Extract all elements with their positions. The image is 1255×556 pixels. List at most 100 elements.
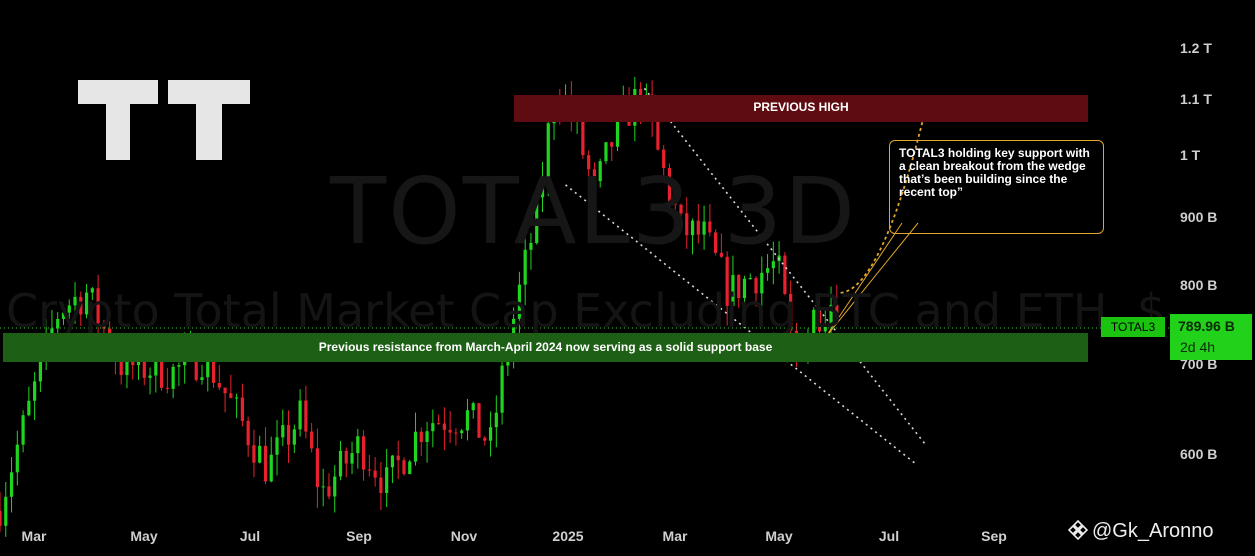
support-label: Previous resistance from March-April 202… (318, 340, 773, 354)
time-tick-label: Mar (21, 528, 47, 544)
bar-countdown: 2d 4h (1180, 339, 1216, 355)
price-tick-label: 800 B (1180, 277, 1218, 294)
candle (771, 241, 775, 285)
candle (488, 411, 493, 457)
candle (413, 412, 418, 466)
candle (61, 309, 66, 326)
candle (737, 274, 741, 308)
candle (742, 275, 747, 305)
candle (4, 482, 8, 537)
candle (702, 205, 706, 250)
candles-layer (0, 76, 839, 537)
price-tick-label: 600 B (1180, 446, 1218, 462)
candle (667, 163, 672, 215)
candle (708, 204, 712, 237)
price-tick-label: 1 T (1180, 146, 1201, 163)
price-tick-label: 1.1 T (1180, 90, 1212, 107)
candle (286, 410, 291, 464)
candle (15, 430, 19, 486)
candle (598, 158, 602, 188)
candle (696, 204, 700, 244)
wedge-lower-trendline[interactable] (565, 184, 917, 465)
candle (258, 435, 262, 464)
candle (431, 409, 435, 448)
candle (535, 190, 539, 245)
candle (361, 430, 366, 481)
candle (714, 229, 718, 256)
candle (748, 273, 752, 280)
candle (281, 409, 285, 447)
last-price-tag: 789.96 B 2d 4h (1170, 314, 1252, 360)
candle (442, 407, 446, 451)
candle (540, 161, 545, 213)
author-credit: @Gk_Aronno (1068, 520, 1213, 543)
candle (754, 276, 758, 307)
candle (229, 374, 233, 399)
candle (379, 461, 383, 511)
candle (367, 454, 371, 477)
candle (90, 287, 94, 301)
candle (448, 411, 452, 444)
candle (21, 410, 25, 453)
previous-high-zone[interactable]: PREVIOUS HIGH (514, 95, 1088, 122)
candle (200, 364, 204, 385)
candle (321, 468, 325, 507)
candle (587, 150, 591, 189)
candle (719, 233, 723, 258)
candle (263, 427, 268, 485)
candle (240, 383, 244, 427)
candle (0, 492, 2, 532)
candle (523, 232, 527, 306)
candle (252, 429, 256, 478)
candle (390, 455, 395, 484)
candle (494, 395, 498, 448)
candle (725, 251, 729, 326)
description-watermark: Crypto Total Market Cap Excluding BTC an… (6, 284, 1166, 338)
candle (246, 416, 250, 457)
candle (673, 184, 677, 210)
candle (33, 371, 37, 420)
tradingview-logo-icon (78, 80, 250, 160)
candle (500, 352, 504, 425)
candle (310, 422, 314, 453)
candle (731, 255, 735, 312)
candle (829, 286, 833, 342)
candle (679, 203, 683, 228)
candle (304, 385, 308, 439)
candle (96, 274, 100, 343)
candle (477, 403, 481, 438)
candle (760, 256, 764, 309)
symbol-price-tag: TOTAL3 (1101, 317, 1165, 337)
candle (789, 280, 793, 340)
candle (408, 459, 412, 475)
candle (656, 119, 660, 151)
candle (483, 435, 487, 446)
candle (292, 424, 296, 454)
candle (165, 367, 169, 394)
candle (148, 367, 152, 395)
candle (783, 252, 787, 296)
candle (425, 421, 429, 463)
candle (327, 473, 331, 500)
candle (171, 363, 175, 399)
time-tick-label: Sep (346, 528, 372, 544)
candle (298, 389, 302, 437)
candle (454, 428, 458, 446)
candle (269, 436, 273, 483)
previous-high-label: PREVIOUS HIGH (753, 100, 849, 114)
candle (333, 465, 337, 513)
candle (338, 441, 343, 481)
candle (419, 427, 423, 457)
analysis-callout[interactable]: TOTAL3 holding key support with a clean … (889, 140, 1104, 234)
candle (690, 218, 695, 255)
candle (471, 401, 475, 419)
time-tick-label: 2025 (552, 528, 584, 544)
candle (765, 254, 770, 281)
last-price: 789.96 B (1178, 318, 1235, 334)
candle (67, 299, 71, 333)
candle (517, 271, 522, 334)
candle (177, 362, 181, 386)
time-tick-label: Nov (450, 528, 478, 544)
support-zone[interactable]: Previous resistance from March-April 202… (3, 333, 1088, 362)
